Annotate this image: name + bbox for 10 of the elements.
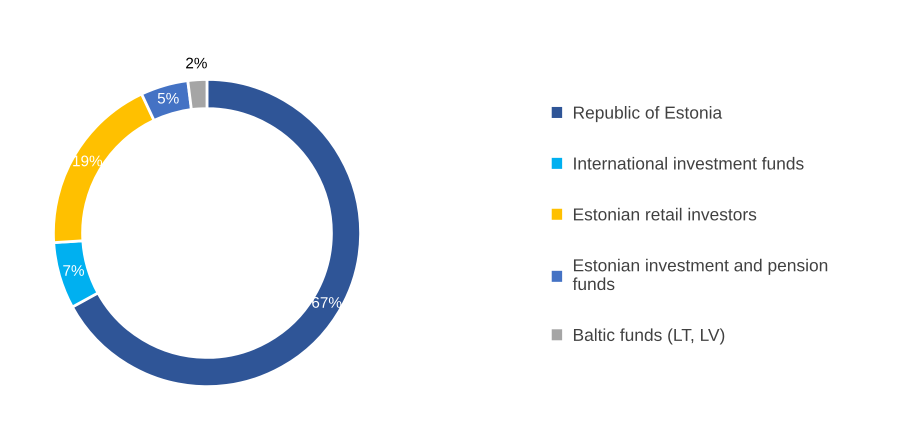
- data-label: 2%: [186, 58, 207, 68]
- legend-label: Estonian retail investors: [574, 208, 756, 221]
- legend-label: Baltic funds (LT, LV): [574, 328, 724, 344]
- data-label: 67%: [312, 297, 342, 308]
- data-label: 5%: [158, 92, 179, 104]
- legend-label: International investment funds: [574, 156, 804, 170]
- data-label: 7%: [63, 265, 84, 276]
- legend-label: Estonian investment and pension funds: [572, 258, 828, 290]
- legend-label: Republic of Estonia: [574, 106, 722, 122]
- data-label: 19%: [73, 156, 102, 166]
